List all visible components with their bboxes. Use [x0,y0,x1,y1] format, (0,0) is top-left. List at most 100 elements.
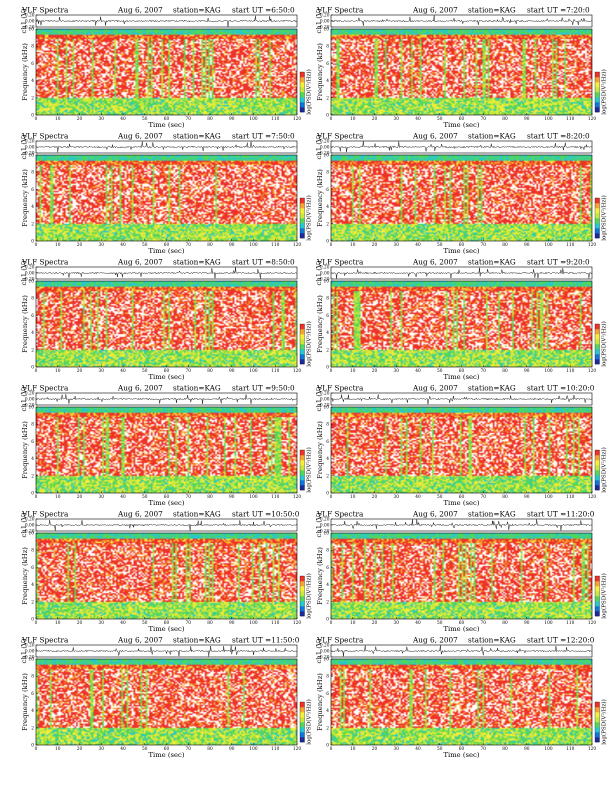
colorbar-segment [595,97,600,103]
x-tick-label: 90 [524,495,530,500]
colorbar-segment [595,72,600,78]
y-tick-label: 2 [31,726,34,731]
colorbar-segment [595,450,600,456]
x-axis-label: Time (sec) [149,121,185,129]
spectra-panel: VLF Spectra Aug 6, 2007 station=KAG start U… [315,383,612,513]
colorbar-segment [595,324,600,330]
x-tick-label: 70 [481,369,487,374]
colorbar-label: log(PSD(V²/Hz)) [306,573,313,619]
waveform-trace [330,140,593,153]
waveform-trace [35,519,298,531]
y-tick-label: 6 [326,314,329,319]
panel-start-ut: start UT =9:50:0 [232,384,295,393]
colorbar-segment [595,223,600,229]
colorbar-frame [594,197,600,239]
waveform-tick-label: -0.20 [23,152,34,157]
y-axis-label: Frequency (kHz) [316,547,324,605]
y-tick-label: 4 [326,709,329,714]
x-tick-label: 40 [120,495,126,500]
x-axis-label: Time (sec) [149,373,185,381]
y-tick-label: 4 [326,583,329,588]
y-tick-label: 6 [31,314,34,319]
colorbar-label: log(PSD(V²/Hz)) [601,699,608,745]
colorbar-label: log(PSD(V²/Hz)) [306,195,313,241]
y-tick-label: 2 [326,96,329,101]
waveform-tick-label: 0.00 [320,524,330,529]
waveform-tick-label: -0.20 [23,530,34,535]
waveform-ylabel: ch1 (V) [315,512,323,537]
colorbar-segment [595,606,600,612]
waveform-tick-label: 0.20 [25,14,35,19]
waveform-ylabel: ch1 (V) [20,134,28,159]
x-tick-label: 50 [142,495,148,500]
colorbar-segment [595,228,600,234]
x-tick-label: 60 [164,495,170,500]
x-tick-label: 60 [459,621,465,626]
waveform-tick-label: -0.20 [318,26,329,31]
colorbar-segment [595,203,600,209]
panel-title: VLF Spectra [21,384,69,393]
colorbar-segment [300,727,305,733]
y-tick-label: 2 [31,348,34,353]
x-tick-label: 0 [35,243,38,248]
spectra-panel: VLF Spectra Aug 6, 2007 station=KAG start U… [20,257,320,387]
x-tick-label: 40 [120,747,126,752]
x-tick-label: 10 [55,117,61,122]
panel-title: VLF Spectra [21,132,69,141]
x-tick-label: 0 [35,495,38,500]
colorbar-label: log(PSD(V²/Hz)) [601,447,608,493]
colorbar-segment [595,208,600,214]
colorbar-segment [595,480,600,486]
y-axis-label: Frequency (kHz) [316,673,324,731]
spectra-panel: VLF Spectra Aug 6, 2007 station=KAG start U… [20,383,320,513]
panel-start-ut: start UT =10:50:0 [232,510,300,519]
x-tick-label: 90 [524,621,530,626]
x-tick-label: 80 [207,243,213,248]
colorbar-segment [595,470,600,476]
x-tick-label: 110 [566,495,574,500]
spectra-panel: VLF Spectra Aug 6, 2007 station=KAG start U… [20,131,320,261]
colorbar-segment [300,97,305,103]
colorbar-label: log(PSD(V²/Hz)) [601,69,608,115]
x-tick-label: 120 [588,621,596,626]
y-axis-label: Frequency (kHz) [21,421,29,479]
colorbar-segment [300,334,305,340]
x-tick-label: 50 [437,117,443,122]
colorbar-frame [299,575,305,617]
waveform-tick-label: 0.00 [320,650,330,655]
waveform-frame [35,140,298,154]
x-tick-label: 10 [350,621,356,626]
x-tick-label: 20 [372,621,378,626]
colorbar-frame [299,701,305,743]
y-tick-label: 6 [326,188,329,193]
x-tick-label: 40 [120,369,126,374]
x-tick-label: 70 [481,747,487,752]
x-tick-label: 80 [207,747,213,752]
colorbar-segment [595,601,600,607]
y-tick-label: 10 [29,532,35,537]
x-tick-label: 100 [249,243,257,248]
y-tick-label: 0 [31,492,34,497]
x-tick-label: 50 [142,369,148,374]
waveform-ylabel: ch1 (V) [315,386,323,411]
y-tick-label: 0 [326,240,329,245]
colorbar-segment [595,717,600,723]
colorbar-segment [300,702,305,708]
x-tick-label: 60 [459,243,465,248]
colorbar-segment [300,581,305,587]
waveform-tick-label: 0.00 [25,272,35,277]
x-tick-label: 20 [372,117,378,122]
x-tick-label: 100 [544,117,552,122]
x-tick-label: 110 [566,369,574,374]
colorbar-segment [300,213,305,219]
x-tick-label: 60 [164,243,170,248]
waveform-tick-label: -0.20 [23,26,34,31]
x-tick-label: 100 [249,495,257,500]
colorbar-segment [300,470,305,476]
spectra-panel: VLF Spectra Aug 6, 2007 station=KAG start U… [315,509,612,639]
colorbar-segment [595,354,600,360]
x-tick-label: 120 [588,495,596,500]
colorbar-segment [300,82,305,88]
waveform-tick-label: 0.20 [25,140,35,145]
y-tick-label: 2 [326,600,329,605]
